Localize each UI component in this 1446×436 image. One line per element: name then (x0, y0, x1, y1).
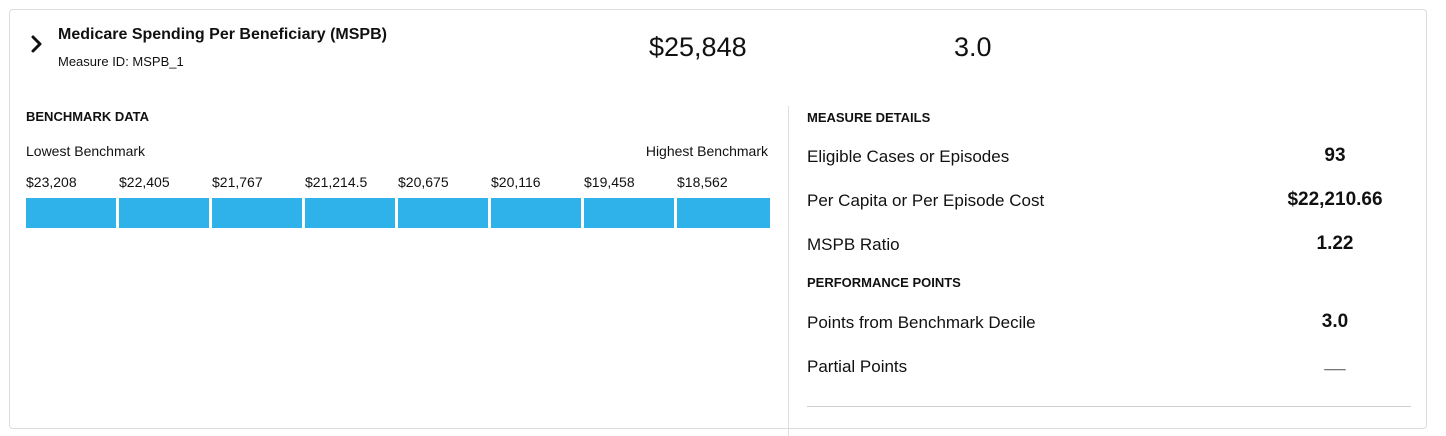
benchmark-values: $23,208 $22,405 $21,767 $21,214.5 $20,67… (26, 174, 770, 194)
benchmark-heading: BENCHMARK DATA (26, 109, 150, 124)
benchmark-segment-4 (305, 198, 395, 228)
benchmark-segment-2 (119, 198, 209, 228)
benchmark-segment-3 (212, 198, 302, 228)
detail-value-mspb-ratio: 1.22 (1316, 233, 1354, 254)
perf-label-partial-points: Partial Points (807, 357, 908, 376)
benchmark-value-8: $18,562 (677, 174, 728, 190)
section-divider (788, 106, 789, 436)
performance-points-heading: PERFORMANCE POINTS (807, 275, 961, 290)
benchmark-segment-5 (398, 198, 488, 228)
detail-label-mspb-ratio: MSPB Ratio (807, 235, 900, 254)
chevron-right-icon[interactable] (29, 34, 45, 54)
details-bottom-divider (807, 406, 1411, 407)
benchmark-value-1: $23,208 (26, 174, 77, 190)
perf-label-benchmark-decile: Points from Benchmark Decile (807, 313, 1036, 332)
benchmark-value-7: $19,458 (584, 174, 635, 190)
perf-value-partial-points: __ (1324, 352, 1346, 373)
highest-benchmark-label: Highest Benchmark (645, 143, 768, 159)
benchmark-value-2: $22,405 (119, 174, 170, 190)
benchmark-segment-1 (26, 198, 116, 228)
measure-title: Medicare Spending Per Beneficiary (MSPB) (58, 26, 387, 43)
benchmark-value-3: $21,767 (212, 174, 263, 190)
perf-value-benchmark-decile: 3.0 (1321, 311, 1349, 332)
benchmark-bar (26, 198, 770, 228)
measure-id: Measure ID: MSPB_1 (58, 54, 184, 69)
lowest-benchmark-label: Lowest Benchmark (26, 143, 146, 159)
measure-score: $25,848 (649, 32, 747, 62)
detail-label-cost: Per Capita or Per Episode Cost (807, 191, 1045, 210)
benchmark-segment-7 (584, 198, 674, 228)
detail-label-eligible-cases: Eligible Cases or Episodes (807, 147, 1010, 166)
detail-value-eligible-cases: 93 (1324, 145, 1346, 166)
benchmark-value-4: $21,214.5 (305, 174, 368, 190)
measure-details-heading: MEASURE DETAILS (807, 110, 931, 125)
benchmark-segment-8 (677, 198, 770, 228)
measure-points: 3.0 (954, 32, 992, 62)
measure-card: Medicare Spending Per Beneficiary (MSPB)… (9, 9, 1427, 436)
benchmark-value-5: $20,675 (398, 174, 449, 190)
detail-value-cost: $22,210.66 (1287, 189, 1383, 210)
benchmark-value-6: $20,116 (491, 174, 541, 190)
benchmark-segment-6 (491, 198, 581, 228)
